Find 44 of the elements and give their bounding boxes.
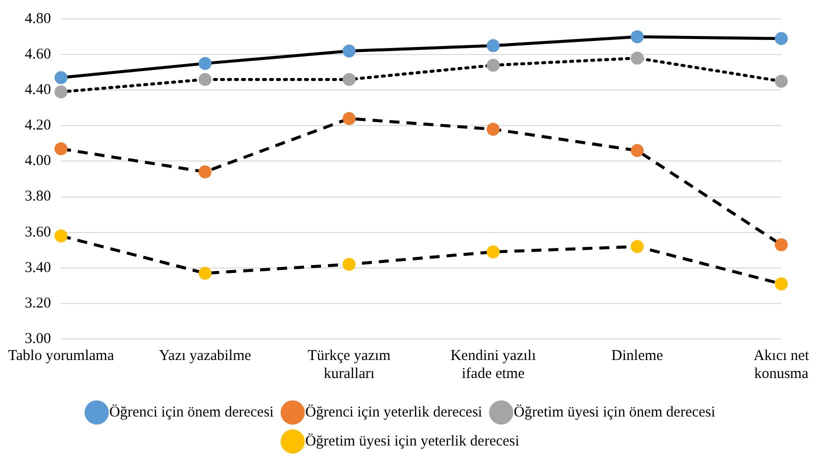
y-tick-label: 4.80 — [24, 10, 51, 27]
point — [342, 72, 356, 86]
point — [774, 238, 788, 252]
x-tick-label: Türkçe yazım kuralları — [308, 348, 391, 382]
y-tick-label: 4.20 — [24, 118, 51, 134]
y-tick-label: 3.60 — [24, 224, 51, 240]
point — [198, 72, 212, 86]
legend-label: Öğrenci için yeterlik derecesi — [305, 403, 482, 420]
x-tick-label: Dinleme — [611, 348, 664, 364]
x-tick-label: Yazı yazabilme — [158, 348, 252, 364]
y-tick-label: 3.40 — [24, 260, 51, 276]
y-tick-label: 4.40 — [24, 82, 51, 98]
x-tick-label: Tablo yorumlama — [8, 348, 114, 364]
point — [774, 32, 788, 46]
y-tick-label: 4.60 — [24, 46, 51, 62]
point — [54, 142, 68, 156]
point — [54, 85, 68, 98]
x-tick-label: Akıcı net konusma — [754, 348, 810, 382]
point — [630, 144, 644, 158]
x-tick-label: Kendini yazılı ifade etme — [450, 348, 536, 382]
point — [630, 240, 644, 254]
legend-label: Öğretim üyesi için önem derecesi — [514, 403, 716, 420]
point — [486, 58, 500, 72]
point — [630, 52, 644, 65]
point — [486, 245, 500, 258]
y-tick-label: 3.20 — [24, 295, 51, 312]
point — [54, 71, 68, 84]
point — [54, 229, 68, 242]
point — [630, 30, 644, 44]
y-tick-label: 3.80 — [24, 188, 51, 205]
point — [486, 39, 500, 52]
legend-label: Öğretim üyesi için yeterlik derecesi — [305, 432, 520, 450]
point — [774, 277, 788, 290]
point — [774, 74, 788, 88]
point — [198, 165, 212, 178]
point — [342, 44, 356, 58]
point — [342, 258, 356, 271]
legend-label: Öğrenci için önem derecesi — [109, 403, 274, 420]
point — [198, 56, 212, 70]
point — [342, 112, 356, 126]
y-tick-label: 3.00 — [24, 330, 51, 347]
y-tick-label: 4.00 — [24, 153, 51, 170]
point — [198, 266, 212, 280]
point — [486, 122, 500, 136]
